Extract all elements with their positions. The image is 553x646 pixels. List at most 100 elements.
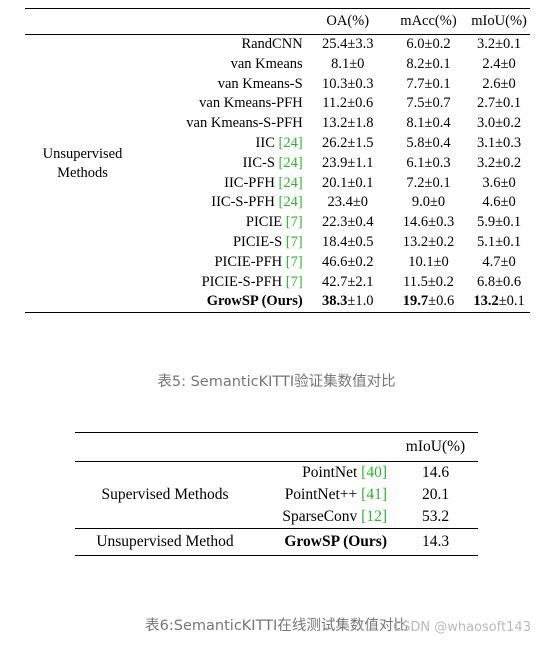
header-miou: mIoU(%) [393,432,478,462]
oa-cell: 25.4±3.3 [322,36,374,52]
miou-cell: 20.1 [421,486,450,503]
oa-cell-ours: 38.3±1.0 [306,292,389,314]
macc-cell: 6.1±0.3 [406,154,451,171]
macc-cell: 7.7±0.1 [406,75,451,92]
semantickitti-validation-table: OA(%) mAcc(%) mIoU(%) Unsupervised Method… [25,8,530,314]
citation-link[interactable]: [7] [285,214,303,231]
citation-link[interactable]: [7] [285,253,303,270]
miou-cell: 4.7±0 [482,253,516,270]
miou-cell: 6.8±0.6 [476,273,522,290]
oa-cell: 18.4±0.5 [322,233,374,250]
citation-link[interactable]: [24] [278,154,303,171]
group-label-unsupervised: Unsupervised Method [75,528,255,556]
watermark: CSDN @whaosoft143 [393,620,531,635]
macc-cell: 7.5±0.7 [406,95,451,112]
table-row: PICIE [7] 22.3±0.4 14.6±0.3 5.9±0.1 [25,213,530,233]
macc-cell: 8.2±0.1 [406,55,451,72]
method-cell: IIC-S-PFH [24] [211,194,303,211]
macc-cell: 9.0±0 [411,194,446,211]
table-header-row: mIoU(%) [75,432,478,462]
header-miou: mIoU(%) [468,8,530,35]
citation-link[interactable]: [41] [361,486,387,503]
table-row: van Kmeans-S 10.3±0.3 7.7±0.1 2.6±0 [25,75,530,95]
table5-caption: 表5: SemanticKITTI验证集数值对比 [157,374,396,390]
citation-link[interactable]: [12] [361,508,387,525]
macc-cell: 5.8±0.4 [406,134,451,151]
method-cell: IIC [24] [255,134,303,151]
method-cell-ours: GrowSP (Ours) [140,292,307,314]
miou-cell: 2.6±0 [482,75,516,92]
table-row-ours: GrowSP (Ours) 38.3±1.0 19.7±0.6 13.2±0.1 [25,292,530,314]
oa-cell: 42.7±2.1 [322,273,374,290]
method-cell: van Kmeans [230,55,303,72]
macc-cell: 8.1±0.4 [406,115,451,132]
group-label-unsupervised: Unsupervised Methods [42,145,123,181]
miou-cell: 53.2 [421,508,450,525]
macc-cell-ours: 19.7±0.6 [388,292,469,314]
citation-link[interactable]: [40] [361,464,387,481]
table-row: van Kmeans 8.1±0 8.2±0.1 2.4±0 [25,55,530,75]
table-row: PointNet++ [41] 20.1 [75,484,478,506]
oa-cell: 8.1±0 [331,55,365,72]
citation-link[interactable]: [24] [278,134,303,151]
table-row: SparseConv [12] 53.2 [75,506,478,529]
table-row: IIC-PFH [24] 20.1±0.1 7.2±0.1 3.6±0 [25,174,530,194]
method-cell: van Kmeans-S-PFH [186,115,303,132]
miou-cell-ours: 13.2±0.1 [468,292,530,314]
table-row: IIC-S-PFH [24] 23.4±0 9.0±0 4.6±0 [25,193,530,213]
method-cell: PICIE-S-PFH [7] [201,273,303,290]
method-cell: PointNet [40] [302,464,387,481]
method-cell: PointNet++ [41] [284,486,387,503]
method-cell: PICIE-PFH [7] [214,253,303,270]
macc-cell: 7.2±0.1 [406,174,451,191]
table-row: van Kmeans-S-PFH 13.2±1.8 8.1±0.4 3.0±0.2 [25,114,530,134]
method-cell: PICIE-S [7] [232,233,303,250]
oa-cell: 11.2±0.6 [322,95,374,112]
citation-link[interactable]: [7] [285,233,303,250]
oa-cell: 20.1±0.1 [322,174,374,191]
header-oa: OA(%) [306,8,389,35]
method-cell: van Kmeans-PFH [199,95,303,112]
citation-link[interactable]: [7] [285,273,303,290]
semantickitti-online-test-table: mIoU(%) Supervised Methods PointNet [40]… [75,432,478,556]
table-row: IIC-S [24] 23.9±1.1 6.1±0.3 3.2±0.2 [25,154,530,174]
miou-cell: 3.6±0 [482,174,516,191]
method-cell: van Kmeans-S [217,75,303,92]
oa-cell: 23.9±1.1 [322,154,374,171]
oa-cell: 10.3±0.3 [322,75,374,92]
miou-cell-ours: 14.3 [393,528,478,556]
citation-link[interactable]: [24] [278,194,303,211]
oa-cell: 13.2±1.8 [322,115,374,132]
table-row: PICIE-PFH [7] 46.6±0.2 10.1±0 4.7±0 [25,253,530,273]
table6-caption: 表6:SemanticKITTI在线测试集数值对比 [145,618,408,634]
method-cell-ours: GrowSP (Ours) [255,528,393,556]
oa-cell: 22.3±0.4 [322,214,374,231]
miou-cell: 3.1±0.3 [476,134,522,151]
miou-cell: 4.6±0 [482,194,516,211]
table-row: PICIE-S [7] 18.4±0.5 13.2±0.2 5.1±0.1 [25,233,530,253]
macc-cell: 13.2±0.2 [402,233,455,250]
method-cell: PICIE [7] [245,214,303,231]
method-cell: SparseConv [12] [282,508,387,525]
macc-cell: 11.5±0.2 [403,273,454,290]
miou-cell: 3.0±0.2 [476,115,522,132]
method-cell: RandCNN [241,36,303,52]
oa-cell: 46.6±0.2 [322,253,374,270]
miou-cell: 14.6 [421,464,450,481]
miou-cell: 5.1±0.1 [476,233,522,250]
table-row: Supervised Methods PointNet [40] 14.6 [75,462,478,503]
table-row: Unsupervised Methods RandCNN 25.4±3.3 6.0±0.… [25,35,530,181]
method-cell: IIC-PFH [24] [224,174,303,191]
miou-cell: 3.2±0.2 [476,154,522,171]
miou-cell: 5.9±0.1 [476,214,522,231]
citation-link[interactable]: [24] [278,174,303,191]
header-macc: mAcc(%) [388,8,469,35]
oa-cell: 23.4±0 [327,194,369,211]
miou-cell: 2.7±0.1 [476,95,522,112]
table-row: IIC [24] 26.2±1.5 5.8±0.4 3.1±0.3 [25,134,530,154]
table-row-ours: Unsupervised Method GrowSP (Ours) 14.3 [75,528,478,556]
macc-cell: 10.1±0 [408,253,449,270]
table-header-row: OA(%) mAcc(%) mIoU(%) [25,8,530,35]
macc-cell: 6.0±0.2 [406,36,451,52]
table-row: van Kmeans-PFH 11.2±0.6 7.5±0.7 2.7±0.1 [25,94,530,114]
